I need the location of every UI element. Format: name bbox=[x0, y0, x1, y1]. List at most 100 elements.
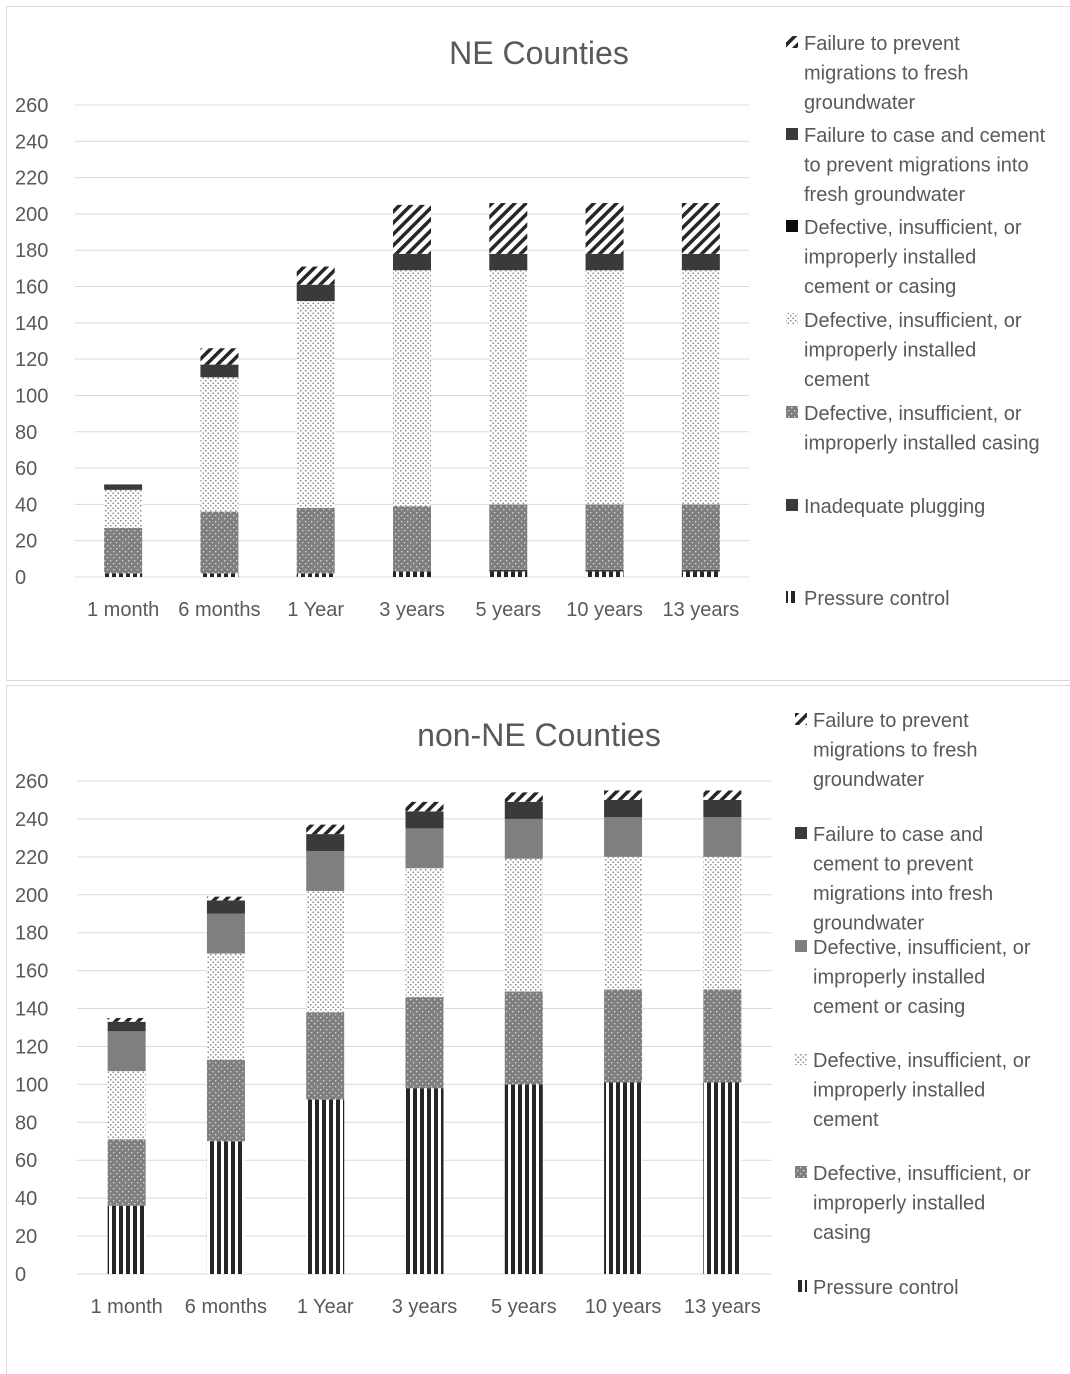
x-tick-label: 1 month bbox=[91, 1296, 163, 1318]
bar-segment-failure-to-prevent-migrations-to-fresh-groundwater bbox=[604, 790, 643, 800]
x-tick-label: 1 month bbox=[87, 599, 159, 621]
x-tick-label: 1 Year bbox=[287, 599, 344, 621]
bar-segment-pressure-control bbox=[504, 1084, 543, 1274]
legend-label: improperly installed bbox=[804, 340, 976, 362]
bar-segment-defective-insufficient-or-improperly-installed-cement bbox=[200, 377, 239, 512]
legend-label: Defective, insufficient, or bbox=[813, 937, 1031, 959]
legend-swatch bbox=[786, 220, 798, 232]
bar-segment-defective-insufficient-or-improperly-installed-cement bbox=[405, 868, 444, 998]
ne-chart-title: NE Counties bbox=[449, 35, 629, 71]
legend-swatch bbox=[786, 36, 798, 48]
x-tick-label: 13 years bbox=[684, 1296, 761, 1318]
bar-segment-defective-insufficient-or-improperly-installed-casing bbox=[489, 504, 528, 570]
x-tick-label: 1 Year bbox=[297, 1296, 354, 1318]
bar-segment-defective-insufficient-or-improperly-installed-casing bbox=[107, 1139, 146, 1206]
y-tick-label: 0 bbox=[15, 1264, 26, 1286]
bar-segment-failure-to-case-and-cement-to-prevent-migrations-into-fresh-groundwater bbox=[296, 284, 335, 302]
non-ne-chart-title: non-NE Counties bbox=[417, 717, 661, 753]
y-tick-label: 100 bbox=[15, 385, 48, 407]
bar-segment-pressure-control bbox=[107, 1205, 146, 1274]
y-tick-label: 260 bbox=[15, 95, 48, 117]
x-tick-label: 3 years bbox=[392, 1296, 458, 1318]
legend-label: improperly installed bbox=[804, 247, 976, 269]
non-ne-chart-svg: non-NE Counties 0 20 40 60 80 100 120 140 160 180 2… bbox=[15, 710, 1031, 1318]
x-tick-label: 10 years bbox=[585, 1296, 662, 1318]
bar-segment-failure-to-prevent-migrations-to-fresh-groundwater bbox=[393, 204, 431, 254]
x-tick-label: 3 years bbox=[379, 599, 445, 621]
y-tick-label: 20 bbox=[15, 1226, 37, 1248]
bar-segment-defective-insufficient-or-improperly-installed-cement-or-casing bbox=[107, 1031, 146, 1072]
bar-segment-defective-insufficient-or-improperly-installed-cement-or-casing bbox=[504, 818, 543, 859]
x-tick-label: 10 years bbox=[566, 599, 643, 621]
bar-segment-defective-insufficient-or-improperly-installed-casing bbox=[585, 504, 624, 570]
bar-segment-pressure-control bbox=[703, 1082, 742, 1274]
bar-segment-failure-to-prevent-migrations-to-fresh-groundwater bbox=[296, 266, 335, 285]
bar-segment-defective-insufficient-or-improperly-installed-cement bbox=[206, 953, 245, 1060]
legend-swatch bbox=[795, 1166, 807, 1178]
bar-segment-defective-insufficient-or-improperly-installed-casing bbox=[296, 508, 335, 574]
y-tick-label: 260 bbox=[15, 771, 48, 793]
legend-label: fresh groundwater bbox=[804, 184, 966, 206]
bar-segment-failure-to-prevent-migrations-to-fresh-groundwater bbox=[306, 824, 345, 835]
y-tick-label: 220 bbox=[15, 847, 48, 869]
legend-label: groundwater bbox=[813, 913, 925, 935]
y-tick-label: 220 bbox=[15, 168, 48, 190]
y-tick-label: 80 bbox=[15, 422, 37, 444]
bar-segment-pressure-control bbox=[489, 571, 528, 577]
legend-label: improperly installed bbox=[813, 1193, 985, 1215]
legend-label: to prevent migrations into bbox=[804, 155, 1029, 177]
bar-segment-defective-insufficient-or-improperly-installed-cement bbox=[681, 270, 720, 505]
bar-segment-failure-to-case-and-cement-to-prevent-migrations-into-fresh-groundwater bbox=[604, 799, 643, 818]
y-tick-label: 60 bbox=[15, 458, 37, 480]
bar-segment-defective-insufficient-or-improperly-installed-casing bbox=[200, 511, 239, 574]
legend-label: cement or casing bbox=[813, 996, 965, 1018]
legend-label: Defective, insufficient, or bbox=[804, 403, 1022, 425]
bar-segment-defective-insufficient-or-improperly-installed-cement-or-casing bbox=[206, 913, 245, 954]
legend-label: cement or casing bbox=[804, 276, 956, 298]
legend-label: improperly installed bbox=[813, 1080, 985, 1102]
bar-segment-defective-insufficient-or-improperly-installed-casing bbox=[681, 504, 720, 570]
y-tick-label: 100 bbox=[15, 1074, 48, 1096]
bar-segment-defective-insufficient-or-improperly-installed-casing bbox=[206, 1059, 245, 1142]
y-tick-label: 140 bbox=[15, 999, 48, 1021]
legend-swatch bbox=[786, 499, 798, 511]
legend-label: Failure to prevent bbox=[813, 710, 969, 732]
y-tick-label: 120 bbox=[15, 349, 48, 371]
bar-segment-defective-insufficient-or-improperly-installed-casing bbox=[393, 506, 431, 572]
bar-segment-pressure-control bbox=[681, 571, 720, 577]
x-tick-label: 13 years bbox=[662, 599, 739, 621]
legend-swatch bbox=[795, 1053, 807, 1065]
bar-segment-pressure-control bbox=[306, 1099, 345, 1274]
legend-swatch bbox=[795, 940, 807, 952]
bar-segment-defective-insufficient-or-improperly-installed-cement-or-casing bbox=[604, 817, 643, 857]
bar-segment-failure-to-prevent-migrations-to-fresh-groundwater bbox=[107, 1018, 146, 1022]
legend-label: improperly installed casing bbox=[804, 433, 1040, 455]
bar-segment-failure-to-case-and-cement-to-prevent-migrations-into-fresh-groundwater bbox=[200, 364, 239, 378]
x-tick-label: 5 years bbox=[475, 599, 541, 621]
bar-segment-failure-to-prevent-migrations-to-fresh-groundwater bbox=[585, 203, 624, 254]
bar-segment-defective-insufficient-or-improperly-installed-cement-or-casing bbox=[703, 817, 742, 857]
x-tick-label: 6 months bbox=[185, 1296, 267, 1318]
bar-segment-failure-to-prevent-migrations-to-fresh-groundwater bbox=[206, 896, 245, 901]
bar-segment-defective-insufficient-or-improperly-installed-cement bbox=[393, 270, 431, 507]
legend-label: groundwater bbox=[804, 92, 916, 114]
legend-label: cement bbox=[804, 369, 870, 391]
y-tick-label: 40 bbox=[15, 494, 37, 516]
legend-label: Pressure control bbox=[813, 1277, 959, 1299]
bar-segment-failure-to-prevent-migrations-to-fresh-groundwater bbox=[405, 801, 444, 812]
y-tick-label: 40 bbox=[15, 1188, 37, 1210]
bar-segment-failure-to-case-and-cement-to-prevent-migrations-into-fresh-groundwater bbox=[206, 900, 245, 914]
y-tick-label: 0 bbox=[15, 567, 26, 589]
x-tick-label: 6 months bbox=[178, 599, 260, 621]
legend-swatch bbox=[786, 128, 798, 140]
bar-segment-failure-to-prevent-migrations-to-fresh-groundwater bbox=[703, 790, 742, 800]
bar-segment-pressure-control bbox=[393, 571, 431, 577]
bar-segment-defective-insufficient-or-improperly-installed-cement bbox=[489, 270, 528, 505]
legend-swatch bbox=[786, 313, 798, 325]
legend-swatch bbox=[795, 827, 807, 839]
bar-segment-pressure-control bbox=[405, 1088, 444, 1274]
bar-segment-failure-to-case-and-cement-to-prevent-migrations-into-fresh-groundwater bbox=[393, 253, 431, 271]
bar-segment-defective-insufficient-or-improperly-installed-casing bbox=[405, 997, 444, 1089]
bar-segment-defective-insufficient-or-improperly-installed-cement bbox=[306, 890, 345, 1013]
ne-chart-svg: NE Counties 0 20 40 60 80 100 120 140 160 180 200 22… bbox=[15, 33, 1046, 621]
